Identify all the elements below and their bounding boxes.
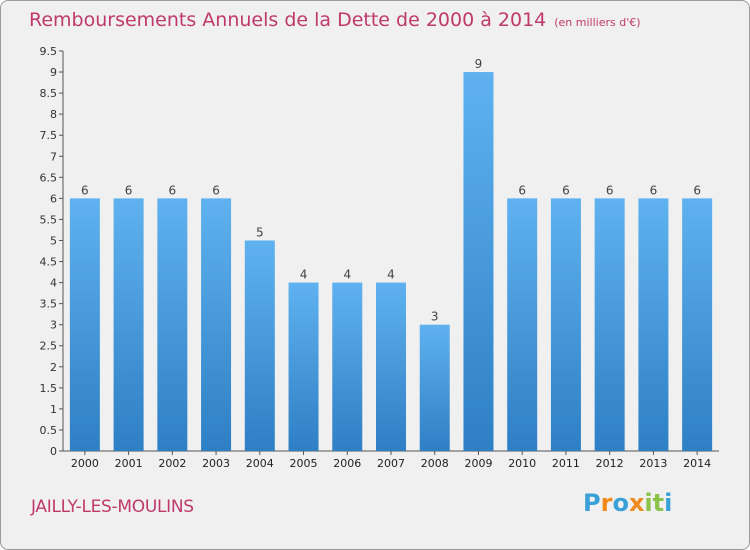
bar	[201, 198, 232, 451]
y-tick-label: 1.5	[40, 382, 58, 395]
data-label: 6	[518, 183, 526, 197]
y-tick-label: 0.5	[40, 424, 58, 437]
y-tick-label: 7.5	[40, 129, 58, 142]
bar	[376, 282, 406, 451]
commune-name: JAILLY-LES-MOULINS	[31, 497, 194, 517]
x-tick-label: 2008	[421, 457, 449, 470]
chart-title-text: Remboursements Annuels de la Dette de 20…	[29, 9, 547, 31]
y-tick-label: 6.5	[40, 171, 58, 184]
x-tick-label: 2012	[596, 457, 624, 470]
x-tick-label: 2010	[508, 457, 536, 470]
data-label: 6	[562, 183, 570, 197]
logo-letter: t	[652, 489, 665, 517]
data-label: 4	[300, 268, 308, 282]
x-tick-label: 2007	[377, 457, 405, 470]
x-tick-label: 2011	[552, 457, 580, 470]
x-tick-label: 2004	[246, 457, 274, 470]
x-tick-label: 2005	[290, 457, 318, 470]
data-label: 9	[475, 57, 483, 71]
bar	[507, 198, 538, 451]
bar	[244, 240, 275, 451]
bar	[113, 198, 144, 451]
data-label: 4	[387, 268, 395, 282]
logo-letter: i	[644, 489, 653, 517]
y-tick-label: 9	[50, 66, 57, 79]
data-label: 6	[693, 183, 701, 197]
chart-title: Remboursements Annuels de la Dette de 20…	[29, 9, 641, 31]
x-tick-label: 2001	[115, 457, 143, 470]
x-tick-label: 2003	[202, 457, 230, 470]
logo-letter: o	[612, 489, 629, 517]
y-tick-label: 0	[50, 445, 57, 458]
bar	[463, 72, 494, 451]
bar	[332, 282, 363, 451]
y-tick-label: 1	[50, 403, 57, 416]
x-tick-label: 2014	[683, 457, 711, 470]
data-label: 6	[125, 183, 133, 197]
logo-letter: r	[600, 489, 613, 517]
logo-letter: x	[628, 489, 645, 517]
y-tick-label: 5.5	[40, 213, 58, 226]
y-tick-label: 3.5	[40, 298, 58, 311]
y-tick-label: 2	[50, 361, 57, 374]
y-tick-label: 4.5	[40, 256, 58, 269]
y-tick-label: 4	[50, 277, 57, 290]
x-tick-label: 2009	[464, 457, 492, 470]
y-tick-label: 8	[50, 108, 57, 121]
bar	[638, 198, 669, 451]
data-label: 4	[343, 268, 351, 282]
chart-unit: (en milliers d'€)	[554, 16, 641, 29]
x-tick-label: 2013	[639, 457, 667, 470]
bar	[594, 198, 625, 451]
logo-letter: i	[664, 489, 673, 517]
bar	[682, 198, 713, 451]
x-tick-label: 2002	[158, 457, 186, 470]
y-tick-label: 9.5	[40, 45, 58, 58]
data-label: 3	[431, 310, 439, 324]
y-tick-label: 3	[50, 319, 57, 332]
y-tick-label: 7	[50, 150, 57, 163]
proxiti-logo: Proxiti	[583, 489, 672, 517]
data-label: 6	[650, 183, 658, 197]
y-tick-label: 2.5	[40, 340, 58, 353]
bar	[69, 198, 100, 451]
bar	[550, 198, 581, 451]
logo-letter: P	[583, 489, 601, 517]
y-tick-label: 8.5	[40, 87, 58, 100]
bar	[419, 324, 450, 451]
data-label: 5	[256, 225, 264, 239]
bar	[157, 198, 188, 451]
y-tick-label: 5	[50, 234, 57, 247]
y-tick-label: 6	[50, 192, 57, 205]
data-label: 6	[81, 183, 89, 197]
data-label: 6	[169, 183, 177, 197]
x-tick-label: 2006	[333, 457, 361, 470]
x-tick-label: 2000	[71, 457, 99, 470]
data-label: 6	[606, 183, 614, 197]
data-label: 6	[212, 183, 220, 197]
bar	[288, 282, 319, 451]
